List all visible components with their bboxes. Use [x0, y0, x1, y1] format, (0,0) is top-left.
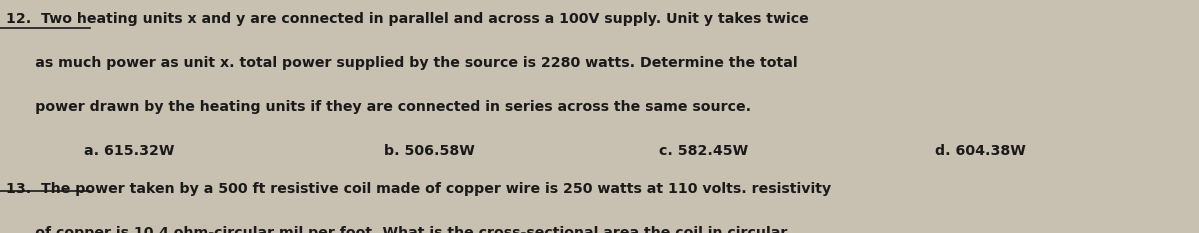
Text: as much power as unit x. total power supplied by the source is 2280 watts. Deter: as much power as unit x. total power sup…: [6, 56, 797, 70]
Text: power drawn by the heating units if they are connected in series across the same: power drawn by the heating units if they…: [6, 100, 751, 114]
Text: 12.  Two heating units x and y are connected in parallel and across a 100V suppl: 12. Two heating units x and y are connec…: [6, 12, 809, 26]
Text: a. 615.32W: a. 615.32W: [84, 144, 174, 158]
Text: c. 582.45W: c. 582.45W: [659, 144, 748, 158]
Text: 13.  The power taken by a 500 ft resistive coil made of copper wire is 250 watts: 13. The power taken by a 500 ft resistiv…: [6, 182, 831, 196]
Text: b. 506.58W: b. 506.58W: [384, 144, 475, 158]
Text: of copper is 10.4 ohm-circular mil per foot. What is the cross-sectional area th: of copper is 10.4 ohm-circular mil per f…: [6, 226, 788, 233]
Text: d. 604.38W: d. 604.38W: [935, 144, 1026, 158]
